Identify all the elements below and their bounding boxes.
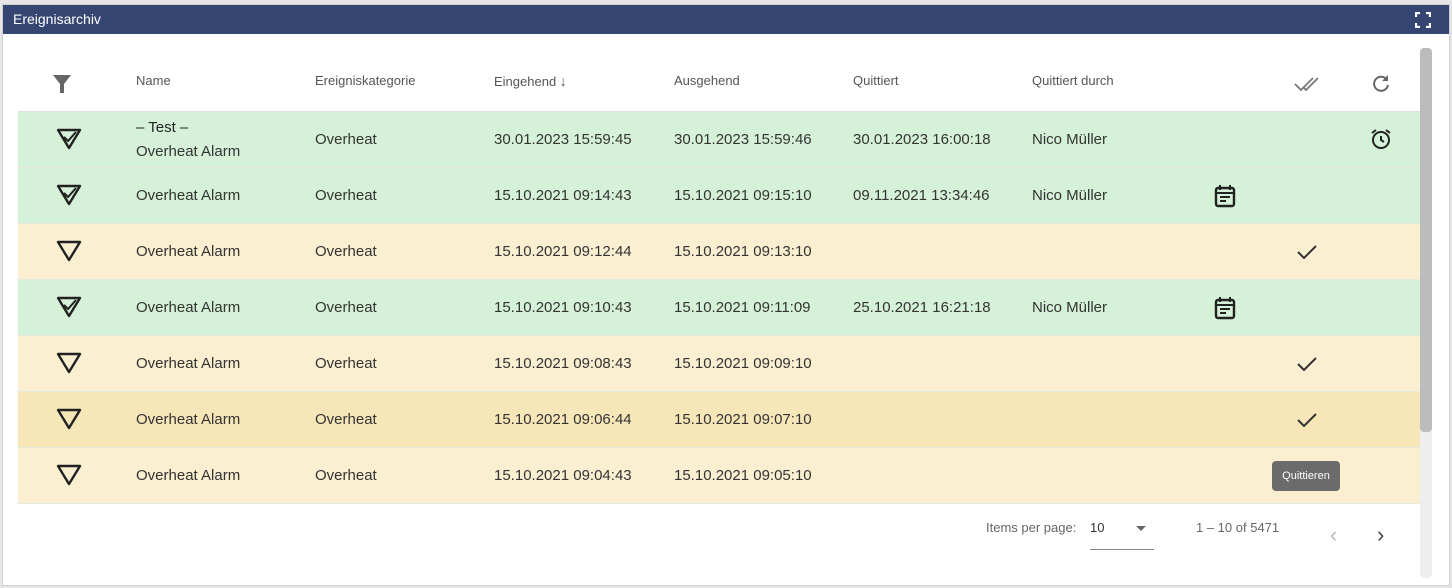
alarm-triangle-icon — [56, 240, 82, 262]
cell-category: Overheat — [315, 243, 377, 260]
tooltip: Quittieren — [1272, 461, 1340, 491]
column-category[interactable]: Ereigniskategorie — [315, 73, 416, 88]
table-row[interactable]: – Test – Overheat Alarm Overheat 30.01.2023… — [18, 112, 1420, 168]
event-name: Overheat Alarm — [136, 467, 241, 484]
cell-category: Overheat — [315, 299, 377, 316]
sort-arrow-down-icon: ↓ — [559, 73, 567, 89]
event-name: Overheat Alarm — [136, 143, 241, 160]
title-bar: Ereignisarchiv — [3, 5, 1449, 34]
cell-acknowledged: 30.01.2023 16:00:18 — [853, 131, 991, 148]
page-size-value: 10 — [1090, 520, 1105, 535]
alarm-acknowledged-icon — [56, 184, 82, 206]
page-range: 1 – 10 of 5471 — [1196, 520, 1280, 535]
table-header: Name Ereigniskategorie Eingehend ↓ Ausge… — [18, 50, 1420, 112]
calendar-icon[interactable] — [1214, 184, 1236, 213]
cell-category: Overheat — [315, 131, 377, 148]
previous-page-button[interactable]: ‹ — [1330, 522, 1338, 547]
check-icon[interactable] — [1296, 243, 1318, 266]
page-size-select[interactable]: 10 — [1090, 520, 1154, 550]
cell-outgoing: 15.10.2021 09:11:09 — [674, 299, 811, 316]
cell-outgoing: 30.01.2023 15:59:46 — [674, 131, 812, 148]
cell-acknowledged: 09.11.2021 13:34:46 — [853, 187, 990, 204]
cell-acknowledged: 25.10.2021 16:21:18 — [853, 299, 991, 316]
table-row[interactable]: Overheat Alarm Overheat 15.10.2021 09:06:4… — [18, 392, 1420, 448]
column-incoming[interactable]: Eingehend ↓ — [494, 73, 567, 89]
alarm-triangle-icon — [56, 464, 82, 486]
events-table: Name Ereigniskategorie Eingehend ↓ Ausge… — [18, 50, 1420, 504]
cell-category: Overheat — [315, 187, 377, 204]
event-name: Overheat Alarm — [136, 187, 241, 204]
event-title: – Test – — [136, 119, 189, 136]
cell-by: Nico Müller — [1032, 131, 1108, 148]
cell-category: Overheat — [315, 355, 377, 372]
cell-incoming: 15.10.2021 09:06:44 — [494, 411, 632, 428]
table-row[interactable]: Overheat Alarm Overheat 15.10.2021 09:10:4… — [18, 280, 1420, 336]
cell-outgoing: 15.10.2021 09:09:10 — [674, 355, 812, 372]
table-row[interactable]: Overheat Alarm Overheat 15.10.2021 09:14:4… — [18, 168, 1420, 224]
column-outgoing[interactable]: Ausgehend — [674, 73, 740, 88]
cell-incoming: 15.10.2021 09:14:43 — [494, 187, 632, 204]
table-row[interactable]: Overheat Alarm Overheat 15.10.2021 09:08:4… — [18, 336, 1420, 392]
event-name: Overheat Alarm — [136, 299, 241, 316]
panel-title: Ereignisarchiv — [13, 11, 101, 27]
filter-icon[interactable] — [52, 74, 72, 94]
calendar-icon[interactable] — [1214, 296, 1236, 325]
alarm-clock-icon[interactable] — [1369, 127, 1393, 156]
fullscreen-icon[interactable] — [1415, 12, 1431, 28]
scrollbar-thumb[interactable] — [1420, 48, 1432, 432]
column-acknowledged-by[interactable]: Quittiert durch — [1032, 73, 1114, 88]
scrollbar[interactable] — [1420, 48, 1432, 578]
cell-incoming: 15.10.2021 09:10:43 — [494, 299, 632, 316]
column-acknowledged[interactable]: Quittiert — [853, 73, 899, 88]
cell-outgoing: 15.10.2021 09:07:10 — [674, 411, 812, 428]
refresh-icon[interactable] — [1371, 73, 1391, 93]
cell-category: Overheat — [315, 467, 377, 484]
alarm-acknowledged-icon — [56, 296, 82, 318]
column-incoming-label: Eingehend — [494, 74, 557, 89]
column-name[interactable]: Name — [136, 73, 171, 88]
cell-incoming: 15.10.2021 09:08:43 — [494, 355, 632, 372]
check-icon[interactable] — [1296, 411, 1318, 434]
event-name: Overheat Alarm — [136, 355, 241, 372]
cell-incoming: 30.01.2023 15:59:45 — [494, 131, 632, 148]
dropdown-arrow-icon — [1136, 526, 1146, 536]
cell-incoming: 15.10.2021 09:04:43 — [494, 467, 632, 484]
cell-by: Nico Müller — [1032, 187, 1108, 204]
cell-outgoing: 15.10.2021 09:15:10 — [674, 187, 812, 204]
check-icon[interactable] — [1296, 355, 1318, 378]
alarm-triangle-icon — [56, 352, 82, 374]
cell-category: Overheat — [315, 411, 377, 428]
cell-by: Nico Müller — [1032, 299, 1108, 316]
cell-outgoing: 15.10.2021 09:05:10 — [674, 467, 812, 484]
cell-incoming: 15.10.2021 09:12:44 — [494, 243, 632, 260]
event-name: Overheat Alarm — [136, 411, 241, 428]
cell-outgoing: 15.10.2021 09:13:10 — [674, 243, 812, 260]
table-row[interactable]: Overheat Alarm Overheat 15.10.2021 09:04:4… — [18, 448, 1420, 504]
next-page-button[interactable]: › — [1377, 522, 1385, 547]
table-row[interactable]: Overheat Alarm Overheat 15.10.2021 09:12:4… — [18, 224, 1420, 280]
alarm-acknowledged-icon — [56, 128, 82, 150]
acknowledge-all-icon[interactable] — [1294, 76, 1322, 92]
alarm-triangle-icon — [56, 408, 82, 430]
items-per-page-label: Items per page: — [986, 520, 1077, 535]
event-name: Overheat Alarm — [136, 243, 241, 260]
